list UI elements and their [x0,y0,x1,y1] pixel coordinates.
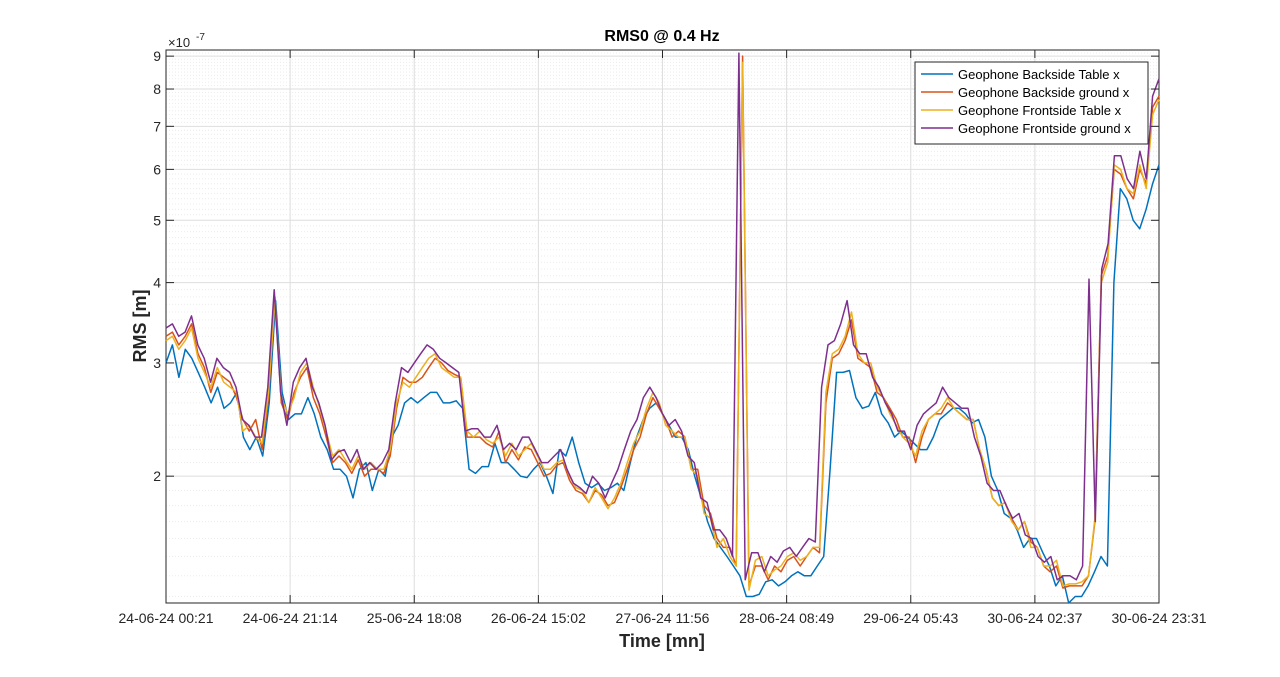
legend-label: Geophone Frontside ground x [958,121,1131,136]
x-tick-label: 30-06-24 02:37 [987,610,1082,626]
x-tick-label: 27-06-24 11:56 [616,610,710,626]
y-axis-multiplier: ×10 [168,35,190,50]
y-tick-label: 5 [153,212,161,228]
legend-box [914,61,1149,145]
x-tick-label: 28-06-24 08:49 [739,610,834,626]
y-axis-exponent: ×10 -7 [168,32,205,50]
x-tick-label: 24-06-24 21:14 [243,610,338,626]
y-tick-label: 7 [153,118,161,134]
legend: Geophone Backside Table x Geophone Backsi… [914,61,1149,145]
axes: 2 3 4 5 6 7 8 9 24-06-24 00:21 24-06-24 21:14 25-0… [119,48,1207,626]
y-tick-label: 6 [153,161,161,177]
x-axis-title: Time [mn] [619,631,705,651]
x-tick-label: 30-06-24 23:31 [1112,610,1207,626]
y-tick-label: 8 [153,81,161,97]
chart-title: RMS0 @ 0.4 Hz [604,28,719,45]
y-tick-label: 2 [153,468,161,484]
y-tick-label: 3 [153,355,161,371]
x-tick-label: 25-06-24 18:08 [367,610,462,626]
legend-label: Geophone Frontside Table x [958,103,1122,118]
series-layer [165,52,1160,604]
y-tick-label: 9 [153,48,161,64]
x-tick-label: 24-06-24 00:21 [119,610,214,626]
grid [165,49,1160,603]
legend-label: Geophone Backside ground x [958,85,1130,100]
y-tick-label: 4 [153,275,161,291]
x-tick-label: 29-06-24 05:43 [863,610,958,626]
y-axis-title: RMS [m] [130,290,150,363]
legend-label: Geophone Backside Table x [958,67,1120,82]
series-line-4 [165,52,1160,581]
y-axis-exponent-power: -7 [196,32,205,43]
x-tick-label: 26-06-24 15:02 [491,610,586,626]
